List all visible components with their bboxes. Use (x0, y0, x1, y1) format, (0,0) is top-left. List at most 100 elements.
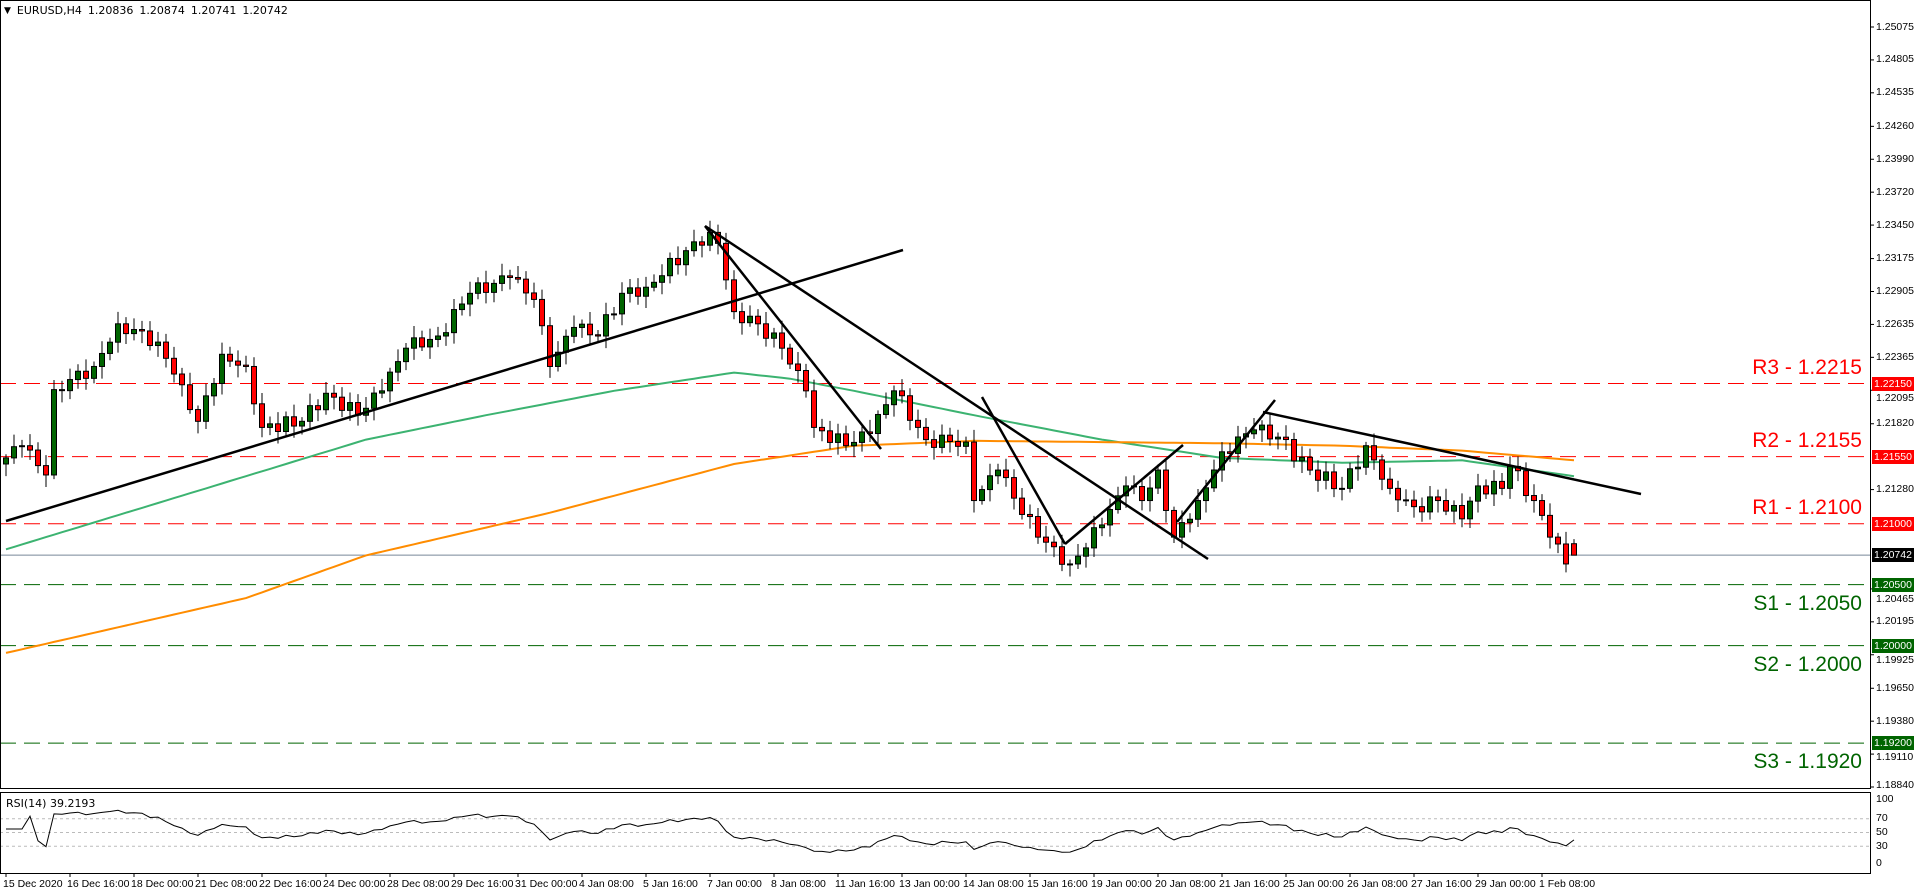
candle-body (1539, 500, 1545, 516)
bearish-candle (1307, 448, 1313, 476)
bearish-candle (1163, 457, 1169, 523)
trendline-uptrend-short-2[interactable] (1176, 399, 1276, 523)
bearish-candle (1531, 484, 1537, 513)
candle-body (731, 279, 737, 313)
bullish-candle (283, 411, 289, 436)
candle-body (339, 396, 345, 411)
candle-body (515, 276, 521, 280)
candle-body (1187, 518, 1193, 524)
candle-body (1083, 547, 1089, 557)
candle-body (1051, 541, 1057, 548)
candle-body (275, 423, 281, 433)
candle-body (1003, 469, 1009, 479)
rsi-plot-frame (0, 792, 1871, 874)
trendline-uptrend-short[interactable] (1064, 444, 1184, 545)
bearish-candle (819, 418, 825, 442)
rsi-line (6, 809, 1575, 853)
candle-body (203, 395, 209, 422)
level-label-r3: R3 - 1.2215 (1752, 355, 1862, 379)
x-tick-label: 28 Dec 08:00 (387, 878, 450, 890)
bearish-candle (931, 430, 937, 460)
candle-body (11, 446, 17, 459)
x-tick-label: 16 Dec 16:00 (67, 878, 130, 890)
bullish-candle (67, 368, 73, 400)
bullish-candle (11, 434, 17, 464)
bearish-candle (1499, 472, 1505, 496)
candle-body (963, 441, 969, 447)
candle-body (987, 475, 993, 491)
candle-body (27, 445, 33, 451)
trendline-downtrend-short[interactable] (980, 396, 1067, 545)
candle-body (1547, 514, 1553, 538)
candle-body (1419, 506, 1425, 513)
level-label-s2: S2 - 1.2000 (1753, 652, 1862, 676)
candle-body (915, 419, 921, 428)
x-tick-label: 5 Jan 16:00 (643, 878, 698, 890)
bearish-candle (907, 388, 913, 431)
candle-body (347, 402, 353, 411)
candle-body (683, 250, 689, 266)
candle-body (659, 275, 665, 283)
ohlc-high: 1.20874 (139, 4, 185, 17)
x-tick-label: 11 Jan 16:00 (835, 878, 895, 890)
candle-body (1395, 487, 1401, 501)
candle-body (595, 334, 601, 337)
candle-body (315, 405, 321, 411)
candle-body (299, 420, 305, 427)
candle-body (1099, 524, 1105, 529)
bearish-candle (419, 330, 425, 352)
candle-body (307, 405, 313, 422)
bullish-candle (411, 326, 417, 360)
rsi-tick-label: 0 (1876, 857, 1882, 869)
candle-body (1035, 516, 1041, 538)
candle-body (1427, 496, 1433, 513)
price-badge-s3: 1.19200 (1872, 736, 1914, 751)
ohlc-low: 1.20741 (190, 4, 237, 17)
trendline-uptrend[interactable] (5, 248, 904, 523)
level-label-r2: R2 - 1.2155 (1752, 428, 1862, 452)
candle-body (419, 337, 425, 348)
bullish-candle (579, 319, 585, 338)
x-tick-label: 15 Jan 16:00 (1027, 878, 1088, 890)
candle-body (467, 292, 473, 305)
bearish-candle (971, 429, 977, 513)
trendline-downtrend-steep[interactable] (704, 225, 882, 450)
bullish-candle (219, 342, 225, 395)
candle-body (435, 335, 441, 340)
bearish-candle (195, 405, 201, 434)
candle-body (667, 257, 673, 277)
bearish-candle (899, 379, 905, 404)
candle-body (395, 361, 401, 373)
bullish-candle (371, 386, 377, 421)
candle-body (179, 373, 185, 386)
candle-body (843, 433, 849, 447)
dropdown-triangle-icon[interactable]: ▼ (4, 5, 11, 16)
bullish-candle (891, 385, 897, 417)
bearish-candle (43, 455, 49, 487)
candle-body (995, 469, 1001, 477)
candle-body (531, 292, 537, 300)
candle-body (195, 409, 201, 422)
rsi-tick-label: 100 (1876, 793, 1894, 805)
bullish-candle (3, 454, 9, 477)
bearish-candle (139, 320, 145, 344)
candle-body (1443, 500, 1449, 512)
y-tick-label: 1.21280 (1876, 483, 1914, 496)
moving-average-slow (5, 439, 1575, 654)
candle-body (259, 403, 265, 428)
candle-body (1379, 459, 1385, 480)
candle-body (187, 384, 193, 411)
candle-body (139, 329, 145, 332)
bullish-candle (1299, 446, 1305, 474)
x-tick-label: 29 Dec 16:00 (451, 878, 514, 890)
candle-body (899, 390, 905, 397)
candle-body (1019, 497, 1025, 515)
bearish-candle (699, 236, 705, 258)
bearish-candle (827, 420, 833, 450)
candle-body (163, 341, 169, 359)
bullish-candle (683, 246, 689, 276)
trendline-downtrend-long[interactable] (704, 224, 1209, 561)
trendline-descending-resistance[interactable] (1262, 410, 1642, 496)
bullish-candle (387, 367, 393, 403)
